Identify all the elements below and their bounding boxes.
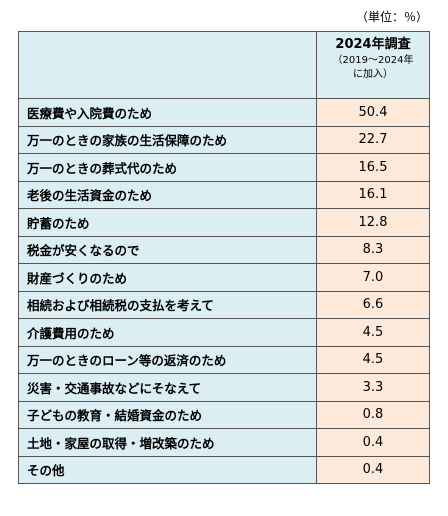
table-row: 老後の生活資金のため 16.1 xyxy=(18,180,430,209)
reason-table: 2024年調査 （2019～2024年 に加入） 医療費や入院費のため 50.4 … xyxy=(18,31,430,484)
row-label: 相続および相続税の支払を考えて xyxy=(18,290,317,319)
row-label: 災害・交通事故などにそなえて xyxy=(18,373,317,402)
row-label: 税金が安くなるので xyxy=(18,235,317,264)
row-label: 土地・家屋の取得・増改築のため xyxy=(18,428,317,457)
row-label: 子どもの教育・結婚資金のため xyxy=(18,400,317,429)
table-row: 万一のときのローン等の返済のため 4.5 xyxy=(18,345,430,374)
row-label: 万一のときのローン等の返済のため xyxy=(18,345,317,374)
row-value: 16.1 xyxy=(316,180,430,209)
row-label: 財産づくりのため xyxy=(18,263,317,292)
row-label: 貯蓄のため xyxy=(18,208,317,237)
row-value: 4.5 xyxy=(316,345,430,374)
table-row: 万一のときの家族の生活保障のため 22.7 xyxy=(18,125,430,154)
row-value: 0.4 xyxy=(316,428,430,457)
row-label: 万一のときの葬式代のため xyxy=(18,153,317,182)
header-value-title: 2024年調査 xyxy=(335,37,411,52)
row-label: 老後の生活資金のため xyxy=(18,180,317,209)
row-value: 22.7 xyxy=(316,125,430,154)
row-value: 16.5 xyxy=(316,153,430,182)
unit-note: （単位：％） xyxy=(355,10,428,24)
table-row: 医療費や入院費のため 50.4 xyxy=(18,98,430,127)
row-value: 12.8 xyxy=(316,208,430,237)
header-value-cell: 2024年調査 （2019～2024年 に加入） xyxy=(316,31,430,99)
table-row: その他 0.4 xyxy=(18,455,430,484)
table-row: 相続および相続税の支払を考えて 6.6 xyxy=(18,290,430,319)
row-value: 0.4 xyxy=(316,455,430,484)
row-value: 0.8 xyxy=(316,400,430,429)
row-value: 8.3 xyxy=(316,235,430,264)
row-value: 50.4 xyxy=(316,98,430,127)
header-label-cell xyxy=(18,31,317,99)
table-row: 万一のときの葬式代のため 16.5 xyxy=(18,153,430,182)
row-label: その他 xyxy=(18,455,317,484)
row-label: 介護費用のため xyxy=(18,318,317,347)
table-row: 財産づくりのため 7.0 xyxy=(18,263,430,292)
row-value: 7.0 xyxy=(316,263,430,292)
table-header-row: 2024年調査 （2019～2024年 に加入） xyxy=(18,31,430,99)
table-row: 介護費用のため 4.5 xyxy=(18,318,430,347)
header-value-sub2: に加入） xyxy=(353,69,393,80)
header-value-sub1: （2019～2024年 xyxy=(332,55,414,66)
table-row: 税金が安くなるので 8.3 xyxy=(18,235,430,264)
table-row: 災害・交通事故などにそなえて 3.3 xyxy=(18,373,430,402)
table-row: 子どもの教育・結婚資金のため 0.8 xyxy=(18,400,430,429)
row-value: 6.6 xyxy=(316,290,430,319)
row-label: 医療費や入院費のため xyxy=(18,98,317,127)
table-row: 貯蓄のため 12.8 xyxy=(18,208,430,237)
row-label: 万一のときの家族の生活保障のため xyxy=(18,125,317,154)
row-value: 4.5 xyxy=(316,318,430,347)
row-value: 3.3 xyxy=(316,373,430,402)
table-row: 土地・家屋の取得・増改築のため 0.4 xyxy=(18,428,430,457)
